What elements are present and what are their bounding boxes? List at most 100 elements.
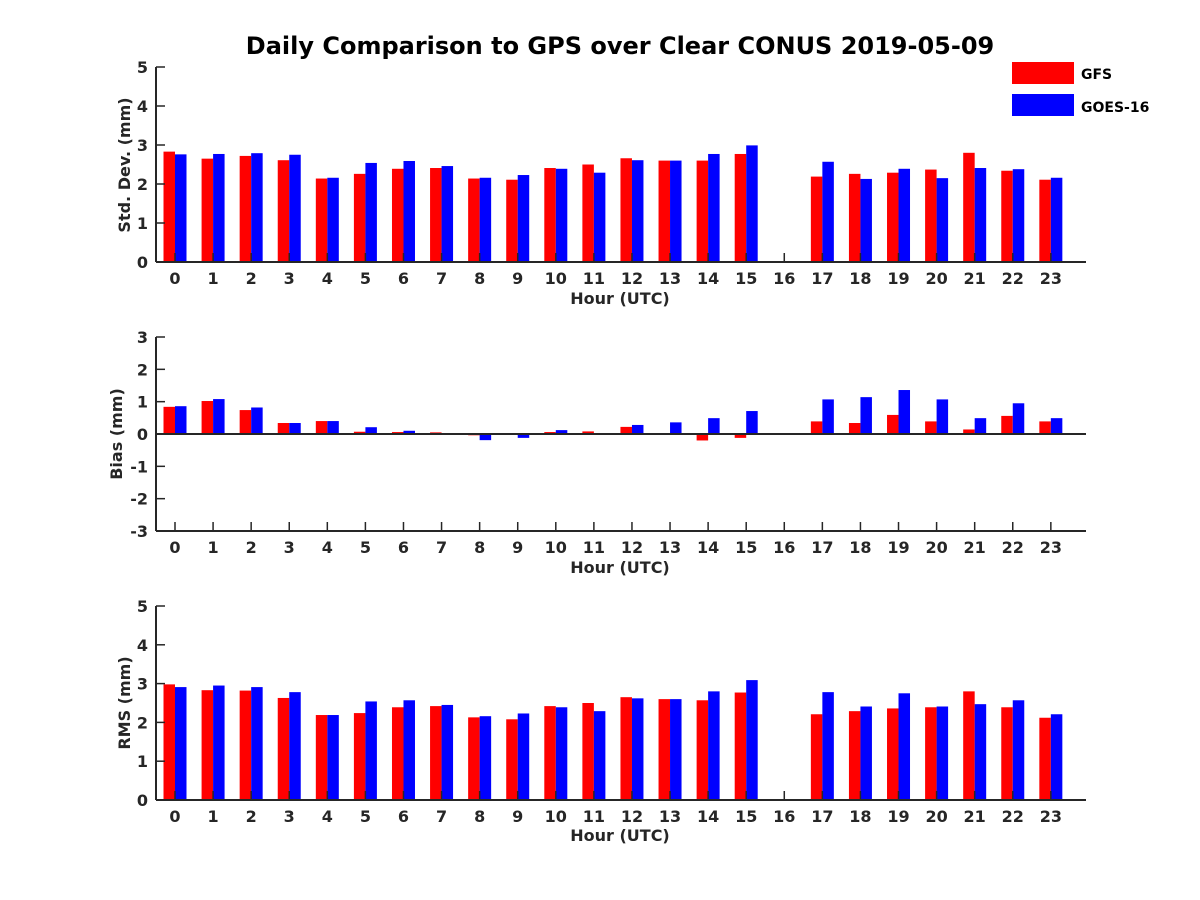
rms-x-tick-label: 18: [849, 807, 871, 826]
rms-bar-gfs-2: [239, 690, 252, 800]
rms-bar-gfs-13: [658, 699, 671, 800]
std-bar-goes16-3: [289, 154, 301, 262]
std-x-tick-label: 14: [697, 269, 719, 288]
rms-x-tick-label: 2: [246, 807, 257, 826]
legend-swatch-gfs: [1012, 62, 1074, 84]
std-y-tick-label: 3: [137, 136, 148, 155]
rms-x-tick-label: 14: [697, 807, 719, 826]
bias-bar-gfs-22: [1001, 415, 1013, 434]
rms-bar-gfs-1: [201, 690, 214, 800]
rms-x-tick-label: 15: [735, 807, 757, 826]
bias-x-axis-label: Hour (UTC): [570, 558, 670, 577]
bias-x-tick-label: 10: [545, 538, 567, 557]
std-x-tick-label: 21: [964, 269, 986, 288]
bias-bar-gfs-18: [848, 423, 861, 434]
rms-x-tick-label: 10: [545, 807, 567, 826]
rms-bar-gfs-14: [696, 700, 709, 800]
std-bar-gfs-19: [887, 172, 899, 262]
rms-x-tick-label: 3: [284, 807, 295, 826]
bias-x-tick-label: 8: [474, 538, 485, 557]
bias-x-tick-label: 15: [735, 538, 757, 557]
std-bar-gfs-13: [658, 160, 671, 262]
std-bar-goes16-2: [251, 153, 263, 262]
std-x-tick-label: 9: [512, 269, 523, 288]
rms-y-tick-label: 4: [137, 636, 148, 655]
rms-bar-gfs-4: [315, 715, 328, 800]
std-bar-gfs-12: [620, 158, 632, 262]
rms-bar-goes16-20: [936, 706, 949, 800]
rms-bar-gfs-7: [430, 706, 442, 800]
rms-x-tick-label: 23: [1040, 807, 1062, 826]
std-bar-goes16-23: [1050, 177, 1063, 262]
bias-x-tick-label: 13: [659, 538, 681, 557]
std-x-tick-label: 10: [545, 269, 567, 288]
std-bar-gfs-1: [201, 158, 214, 262]
bias-x-tick-label: 23: [1040, 538, 1062, 557]
std-bar-gfs-9: [506, 179, 518, 262]
rms-x-tick-label: 13: [659, 807, 681, 826]
bias-bar-gfs-5: [353, 431, 366, 434]
rms-bar-goes16-22: [1012, 700, 1025, 800]
std-x-tick-label: 15: [735, 269, 757, 288]
bias-bar-goes16-1: [213, 399, 225, 434]
bias-bar-gfs-2: [239, 410, 252, 434]
std-bar-goes16-1: [213, 153, 225, 262]
bias-bar-goes16-9: [517, 434, 530, 438]
std-bar-gfs-10: [544, 168, 556, 262]
rms-x-tick-label: 20: [925, 807, 947, 826]
rms-bar-goes16-12: [631, 698, 644, 800]
bias-x-tick-label: 7: [436, 538, 447, 557]
bias-y-tick-label: 2: [137, 360, 148, 379]
std-x-tick-label: 22: [1002, 269, 1024, 288]
rms-bar-goes16-18: [860, 706, 872, 800]
bias-bar-goes16-21: [974, 418, 987, 434]
rms-bar-goes16-19: [898, 693, 911, 800]
bias-bar-gfs-23: [1039, 421, 1051, 434]
std-x-tick-label: 23: [1040, 269, 1062, 288]
rms-bar-gfs-18: [848, 711, 861, 800]
std-bar-goes16-12: [631, 160, 644, 262]
std-y-tick-label: 4: [137, 97, 148, 116]
rms-x-axis-label: Hour (UTC): [570, 826, 670, 845]
std-bar-gfs-20: [925, 169, 937, 262]
bias-bar-goes16-5: [365, 427, 377, 434]
rms-bar-goes16-10: [555, 707, 568, 800]
std-bar-goes16-17: [822, 161, 834, 262]
rms-bar-goes16-8: [479, 716, 492, 800]
std-bar-goes16-15: [746, 145, 758, 262]
rms-bar-gfs-23: [1039, 717, 1051, 800]
bias-x-tick-label: 2: [246, 538, 257, 557]
std-x-tick-label: 11: [583, 269, 605, 288]
legend-label-gfs: GFS: [1081, 67, 1112, 83]
rms-bar-gfs-21: [963, 691, 975, 800]
bias-x-tick-label: 12: [621, 538, 643, 557]
std-bar-goes16-18: [860, 178, 872, 262]
std-y-tick-label: 5: [137, 58, 148, 77]
std-x-tick-label: 12: [621, 269, 643, 288]
bias-bar-gfs-21: [963, 429, 975, 434]
rms-bar-gfs-22: [1001, 707, 1013, 800]
bias-bar-goes16-19: [898, 390, 911, 434]
bias-bar-gfs-17: [810, 421, 823, 434]
rms-x-tick-label: 5: [360, 807, 371, 826]
bias-bar-gfs-12: [620, 426, 632, 434]
rms-bar-gfs-5: [353, 713, 366, 800]
rms-x-tick-label: 9: [512, 807, 523, 826]
std-x-tick-label: 17: [811, 269, 833, 288]
std-x-tick-label: 13: [659, 269, 681, 288]
bias-x-tick-label: 3: [284, 538, 295, 557]
rms-x-tick-label: 0: [169, 807, 180, 826]
bias-x-tick-label: 4: [322, 538, 333, 557]
rms-bar-gfs-8: [468, 717, 480, 800]
rms-bar-gfs-20: [925, 707, 937, 800]
rms-y-tick-label: 1: [137, 752, 148, 771]
bias-y-tick-label: 0: [137, 425, 148, 444]
rms-y-axis-label: RMS (mm): [115, 656, 134, 749]
bias-bar-gfs-4: [315, 421, 328, 434]
rms-bar-goes16-3: [289, 692, 301, 800]
std-bar-goes16-13: [670, 160, 682, 262]
rms-bar-gfs-6: [391, 707, 404, 800]
rms-bar-goes16-13: [670, 699, 682, 800]
